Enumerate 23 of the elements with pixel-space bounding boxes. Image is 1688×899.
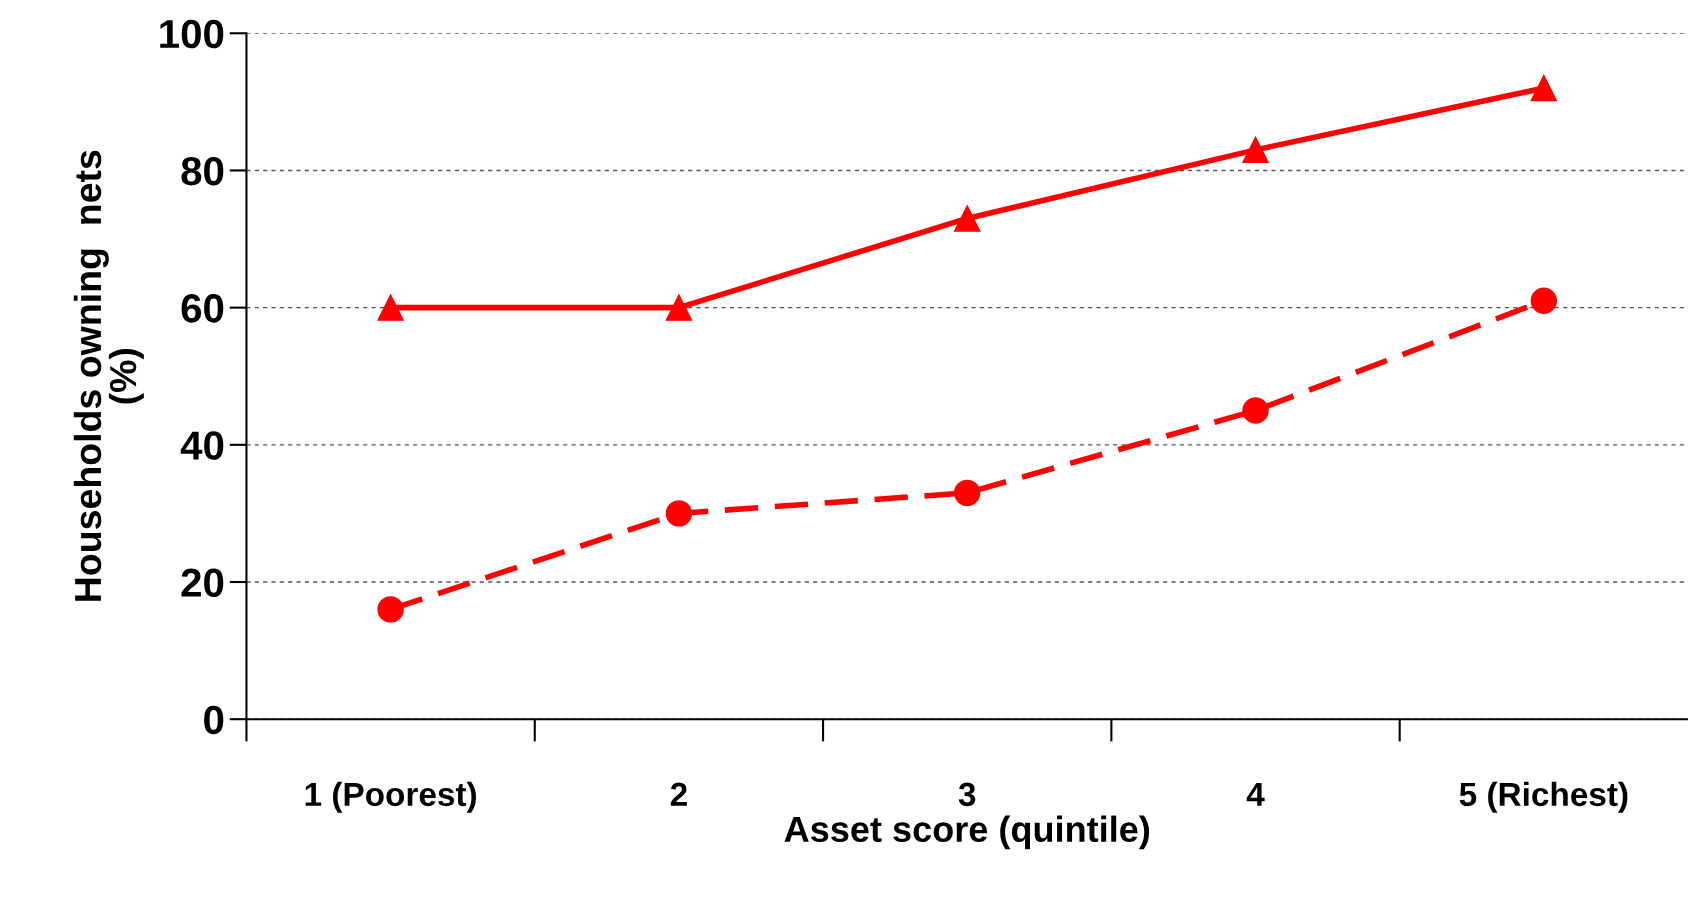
x-tick-label: 2 <box>670 782 687 806</box>
point <box>377 294 404 321</box>
point <box>377 596 404 623</box>
x-axis-title: Asset score (quintile) <box>784 815 1150 850</box>
y-tick-label: 0 <box>204 705 224 735</box>
y-tick-label: 40 <box>180 431 224 460</box>
y-axis-title: Households owning nets (%) <box>73 150 144 601</box>
x-tick-label: 4 <box>1246 782 1265 806</box>
point <box>665 500 693 527</box>
x-tick-label: 3 <box>958 782 976 807</box>
point <box>1242 397 1269 424</box>
y-tick-label: 80 <box>181 156 224 186</box>
point <box>1242 136 1269 164</box>
point <box>1530 287 1558 314</box>
y-tick-label: 100 <box>160 19 224 49</box>
y-tick-label: 20 <box>181 568 224 597</box>
point <box>1530 74 1558 102</box>
point <box>954 205 981 232</box>
point <box>665 294 693 321</box>
x-tick-label: 1 (Poorest) <box>305 781 476 813</box>
x-tick-label: 5 (Richest) <box>1459 781 1628 813</box>
point <box>954 479 981 507</box>
y-tick-label: 60 <box>181 294 224 323</box>
